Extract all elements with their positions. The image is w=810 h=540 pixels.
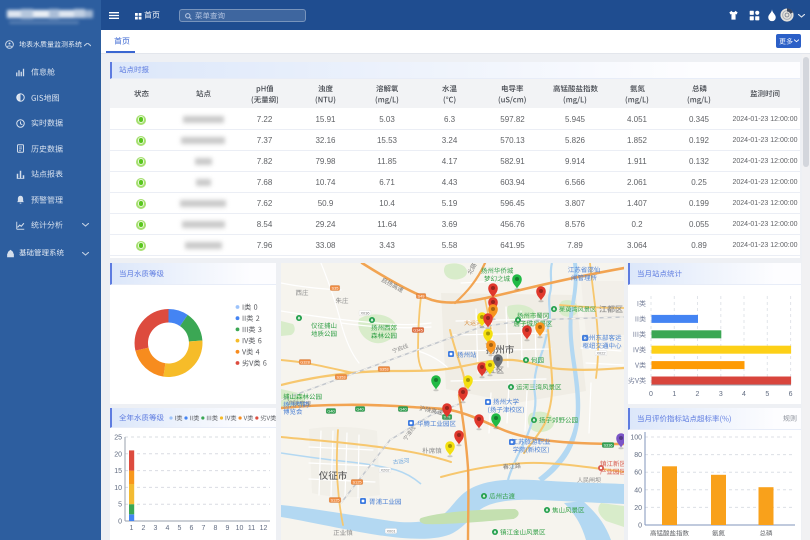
svg-text:S336: S336 — [603, 443, 612, 448]
svg-text:X001: X001 — [386, 529, 395, 534]
svg-text:60: 60 — [634, 470, 642, 477]
svg-text:20: 20 — [114, 451, 122, 458]
svg-text:9: 9 — [226, 525, 230, 532]
svg-text:100: 100 — [630, 435, 642, 442]
svg-text:5: 5 — [765, 391, 769, 398]
svg-text:10: 10 — [236, 525, 244, 532]
svg-text:S353: S353 — [336, 375, 345, 380]
svg-text:40: 40 — [634, 487, 642, 494]
svg-text:12: 12 — [260, 525, 268, 532]
svg-text:80: 80 — [634, 452, 642, 459]
svg-text:G345: G345 — [413, 328, 423, 333]
svg-text:2: 2 — [696, 391, 700, 398]
svg-text:G40: G40 — [356, 407, 364, 412]
svg-text:S353: S353 — [379, 367, 388, 372]
svg-text:7: 7 — [202, 525, 206, 532]
svg-text:S35: S35 — [332, 286, 339, 291]
svg-text:S125: S125 — [352, 480, 361, 485]
svg-text:1: 1 — [130, 525, 134, 532]
svg-text:3: 3 — [719, 391, 723, 398]
svg-text:2: 2 — [142, 525, 146, 532]
svg-text:G40: G40 — [399, 407, 407, 412]
svg-text:20: 20 — [634, 505, 642, 512]
svg-text:0: 0 — [638, 523, 642, 530]
svg-text:15: 15 — [114, 468, 122, 475]
svg-text:G40: G40 — [327, 409, 335, 414]
svg-text:X036: X036 — [360, 311, 369, 316]
svg-text:G328: G328 — [300, 360, 310, 365]
svg-text:8: 8 — [214, 525, 218, 532]
svg-text:S49: S49 — [418, 294, 425, 299]
svg-text:3: 3 — [154, 525, 158, 532]
svg-text:1: 1 — [672, 391, 676, 398]
svg-text:10: 10 — [114, 485, 122, 492]
svg-text:5: 5 — [178, 525, 182, 532]
svg-text:4: 4 — [166, 525, 170, 532]
svg-text:S125: S125 — [330, 498, 339, 503]
svg-text:5: 5 — [118, 502, 122, 509]
svg-text:X202: X202 — [380, 468, 389, 473]
svg-text:6: 6 — [190, 525, 194, 532]
svg-text:X022: X022 — [596, 351, 605, 356]
svg-text:25: 25 — [114, 435, 122, 442]
svg-text:11: 11 — [248, 525, 255, 532]
svg-text:6: 6 — [789, 391, 793, 398]
svg-text:0: 0 — [118, 519, 122, 526]
svg-text:0: 0 — [649, 391, 653, 398]
svg-text:4: 4 — [742, 391, 746, 398]
